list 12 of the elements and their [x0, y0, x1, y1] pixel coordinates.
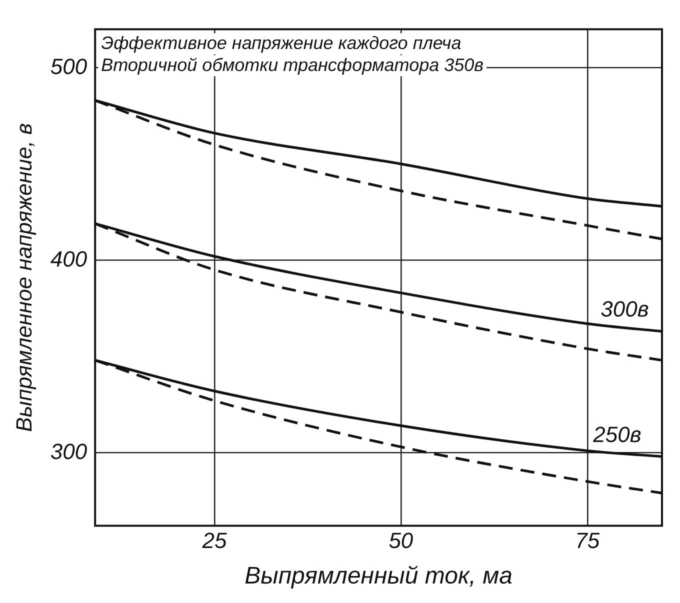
- x-tick-label: 75: [575, 528, 600, 554]
- x-tick-label: 25: [201, 528, 228, 554]
- annotation: Эффективное напряжение каждого плеча: [101, 33, 462, 54]
- y-tick-label: 500: [50, 54, 88, 79]
- y-axis-title: Выпрямленное напряжение, в: [11, 123, 36, 432]
- annotation: 250в: [592, 422, 642, 447]
- x-tick-label: 50: [388, 528, 414, 554]
- annotation: 300в: [600, 296, 649, 322]
- x-axis-title: Выпрямленный ток, ма: [244, 562, 512, 590]
- y-tick-label: 300: [50, 438, 88, 464]
- y-tick-label: 400: [50, 246, 88, 272]
- annotation: Вторичной обмотки трансформатора 350в: [101, 55, 484, 76]
